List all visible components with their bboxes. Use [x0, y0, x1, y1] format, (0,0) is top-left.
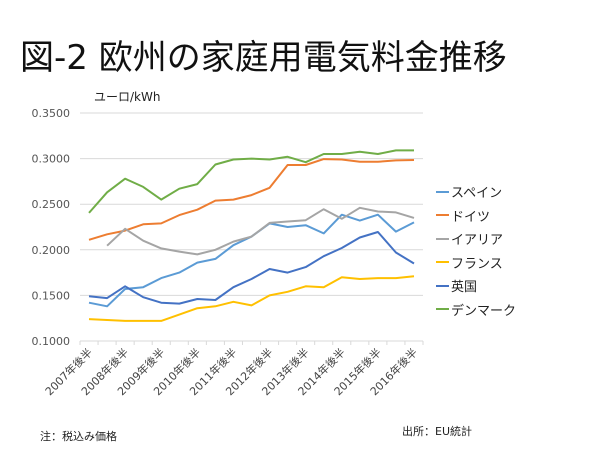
y-tick-label: 0.1500: [32, 289, 71, 302]
footnote: 注：税込み価格: [40, 430, 117, 443]
y-axis-unit-label: ユーロ/kWh: [94, 90, 161, 104]
series-line-0: [88, 213, 415, 308]
legend-swatch: [436, 261, 449, 264]
legend-item: ドイツ: [436, 204, 516, 228]
x-axis-labels: 2007年後半2008年後半2009年後半2010年後半2011年後半2012年…: [42, 345, 420, 398]
legend-label: 英国: [451, 280, 478, 296]
page-title: 図-2 欧州の家庭用電気料金推移: [20, 38, 507, 78]
series-line-4: [88, 231, 415, 305]
legend-item: フランス: [436, 251, 516, 275]
source-note: 出所：EU統計: [402, 425, 473, 438]
x-axis: [79, 340, 424, 345]
y-tick-label: 0.3500: [32, 107, 71, 120]
y-tick-label: 0.3000: [32, 153, 71, 166]
legend-swatch: [436, 308, 449, 311]
series-line-3: [88, 275, 415, 322]
y-tick-label: 0.2500: [32, 198, 71, 211]
legend-swatch: [436, 237, 449, 240]
series-line-5: [88, 149, 414, 214]
legend-item: 英国: [436, 274, 516, 298]
legend-item: スペイン: [436, 180, 516, 204]
series-line-1: [88, 158, 415, 241]
series-line-2: [106, 206, 415, 256]
legend-item: イアリア: [436, 227, 516, 251]
legend-label: ドイツ: [451, 209, 491, 225]
legend-label: スペイン: [451, 186, 503, 202]
legend-label: フランス: [451, 256, 503, 272]
legend: スペインドイツイアリアフランス英国デンマーク: [436, 180, 516, 321]
legend-swatch: [436, 214, 449, 217]
legend-label: イアリア: [451, 233, 504, 249]
legend-swatch: [436, 284, 449, 287]
legend-item: デンマーク: [436, 298, 516, 322]
gridlines: [80, 112, 423, 296]
legend-label: デンマーク: [451, 303, 517, 319]
y-tick-label: 0.2000: [32, 244, 71, 257]
legend-swatch: [436, 190, 449, 193]
series-lines: [88, 149, 415, 322]
y-axis-ticks: 0.1000 0.1500 0.2000 0.2500 0.3000 0.3500: [32, 107, 71, 348]
y-tick-label: 0.1000: [32, 335, 71, 348]
